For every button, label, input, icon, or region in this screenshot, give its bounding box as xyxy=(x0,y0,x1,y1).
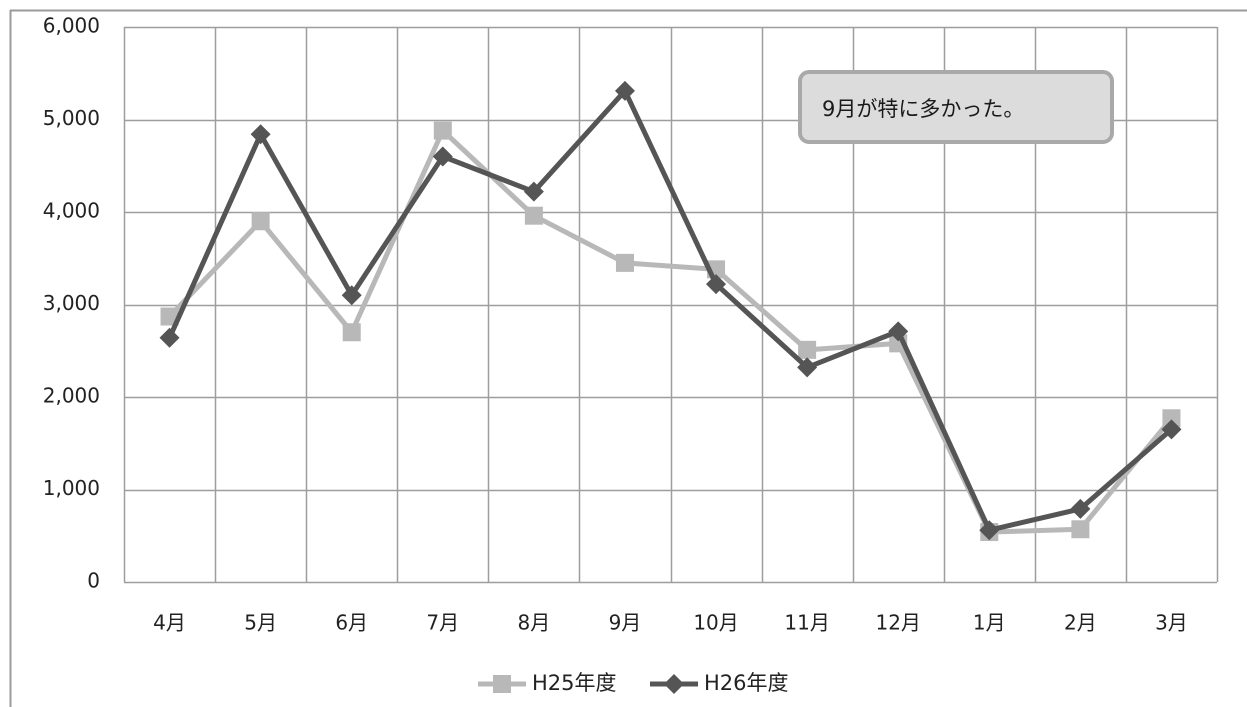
data-point xyxy=(159,327,180,348)
x-tick-label: 10月 xyxy=(693,611,738,635)
x-tick-label: 5月 xyxy=(244,611,277,635)
series-2 xyxy=(159,80,1182,541)
data-point xyxy=(160,307,179,326)
data-point xyxy=(341,285,362,306)
y-tick-label: 4,000 xyxy=(43,199,100,223)
x-tick-label: 12月 xyxy=(875,611,920,635)
data-point xyxy=(432,146,453,167)
x-tick-label: 8月 xyxy=(518,611,551,635)
legend-item: H26年度 xyxy=(650,671,789,695)
y-tick-label: 5,000 xyxy=(43,106,100,130)
data-point xyxy=(523,181,544,202)
data-point xyxy=(706,274,727,295)
x-tick-label: 6月 xyxy=(335,611,368,635)
data-point xyxy=(1162,409,1181,428)
data-point xyxy=(1161,419,1182,440)
gridlines xyxy=(123,26,1219,584)
y-tick-label: 6,000 xyxy=(43,14,100,38)
annotation-callout: 9月が特に多かった。 xyxy=(798,70,1114,144)
data-point xyxy=(797,357,818,378)
series-line xyxy=(167,88,1174,533)
legend-marker xyxy=(664,674,684,694)
data-point xyxy=(798,340,817,359)
y-tick-label: 0 xyxy=(87,569,100,593)
data-point xyxy=(342,323,361,342)
data-point xyxy=(1071,520,1090,539)
legend-marker xyxy=(493,675,511,693)
x-tick-label: 7月 xyxy=(426,611,459,635)
y-tick-label: 1,000 xyxy=(43,476,100,500)
x-tick-label: 1月 xyxy=(973,611,1006,635)
x-tick-label: 2月 xyxy=(1064,611,1097,635)
series-group xyxy=(159,80,1182,542)
series-1 xyxy=(160,121,1181,542)
legend-label: H26年度 xyxy=(704,671,789,695)
legend: H25年度 H26年度 xyxy=(478,671,789,695)
axes: 0 1,000 2,000 3,000 4,000 5,000 6,000 4月 5月 6月 7月 8… xyxy=(43,14,1188,635)
x-tick-label: 3月 xyxy=(1155,611,1188,635)
x-tick-label: 9月 xyxy=(609,611,642,635)
data-point xyxy=(251,212,270,231)
x-tick-label: 11月 xyxy=(784,611,829,635)
data-point xyxy=(524,206,543,225)
series-line xyxy=(167,128,1174,535)
data-point xyxy=(433,121,452,140)
x-tick-label: 4月 xyxy=(153,611,186,635)
data-point xyxy=(1070,498,1091,519)
data-point xyxy=(250,124,271,145)
annotation-text: 9月が特に多かった。 xyxy=(822,97,1024,121)
data-point xyxy=(979,520,1000,541)
legend-label: H25年度 xyxy=(532,671,617,695)
legend-item: H25年度 xyxy=(478,671,617,695)
annotation-box xyxy=(798,70,1114,144)
data-point xyxy=(615,253,634,272)
y-tick-label: 3,000 xyxy=(43,291,100,315)
chart-frame xyxy=(9,9,1247,707)
data-point xyxy=(888,321,909,342)
y-tick-label: 2,000 xyxy=(43,384,100,408)
data-point xyxy=(614,80,635,101)
